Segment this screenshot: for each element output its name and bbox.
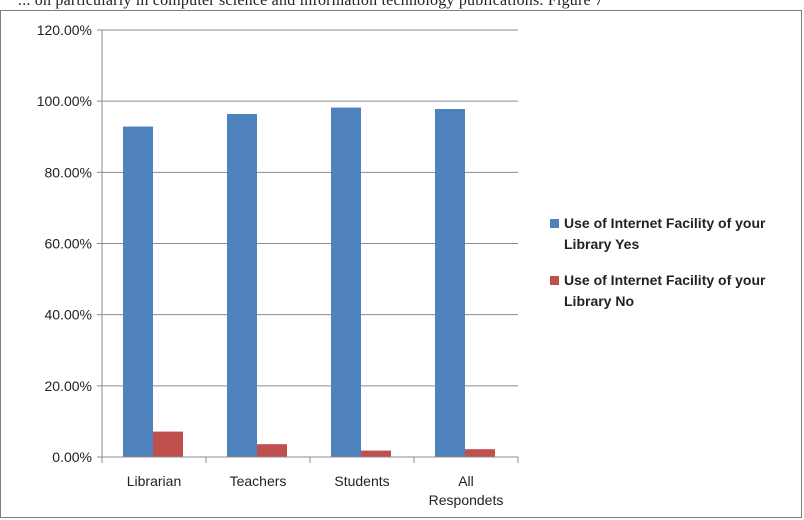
x-category-label: Librarian xyxy=(127,473,181,489)
bars xyxy=(123,107,495,458)
legend-label: Use of Internet Facility of your Library … xyxy=(564,215,766,252)
bar-yes xyxy=(435,108,465,458)
x-category-label: Students xyxy=(334,473,389,489)
bar-no xyxy=(153,431,183,457)
x-category-label: Teachers xyxy=(230,473,287,489)
bar-yes xyxy=(331,107,361,458)
x-axis: Librarian Teachers Students All Respondets xyxy=(101,456,519,508)
x-category-label: All Respondets xyxy=(429,473,504,508)
header-snippet: ... on particularly in computer science … xyxy=(18,0,604,9)
bar-no xyxy=(361,450,391,457)
legend-swatch xyxy=(550,276,559,285)
legend: Use of Internet Facility of your Library … xyxy=(550,215,766,309)
y-tick-label: 40.00% xyxy=(45,307,92,323)
clipped-header-text: ... on particularly in computer science … xyxy=(0,0,804,16)
y-tick-label: 100.00% xyxy=(37,93,92,109)
bar-no xyxy=(257,444,287,457)
y-tick-label: 120.00% xyxy=(37,22,92,38)
legend-label: Use of Internet Facility of your Library … xyxy=(564,272,766,309)
y-tick-label: 60.00% xyxy=(45,236,92,252)
y-tick-label: 20.00% xyxy=(45,378,92,394)
y-tick-label: 0.00% xyxy=(52,449,92,465)
y-tick-label: 80.00% xyxy=(45,164,92,180)
bar-yes xyxy=(123,126,153,457)
bar-yes xyxy=(227,113,257,457)
legend-swatch xyxy=(550,219,559,228)
bar-no xyxy=(465,449,495,457)
y-axis: 0.00% 20.00% 40.00% 60.00% 80.00% 100.00% 120.… xyxy=(37,22,103,465)
